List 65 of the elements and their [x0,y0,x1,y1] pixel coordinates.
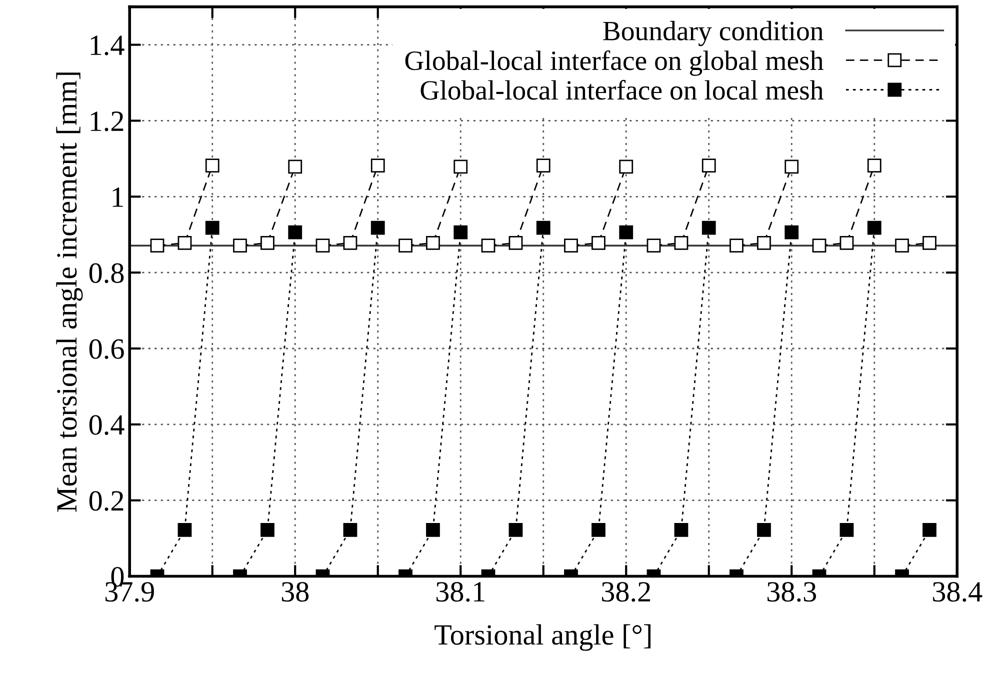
y-tick-label: 1.4 [90,36,124,56]
point [730,238,744,253]
x-tick-label: 38.3 [767,582,816,602]
point [867,158,882,172]
point [536,220,550,235]
x-tick-label: 38 [282,582,309,602]
point [702,158,716,172]
point [150,238,164,253]
point [592,236,606,250]
point [867,220,882,235]
point [370,158,385,172]
point [454,160,468,174]
y-tick-label: 1.2 [90,112,124,132]
point [233,238,247,253]
point [178,523,192,537]
point [536,158,550,172]
point [784,160,799,174]
legend-label: Global-local interface on local mesh [420,80,824,100]
legend-label: Global-local interface on global mesh [405,50,824,76]
point [895,238,909,253]
point [398,238,412,253]
point [288,160,302,174]
y-axis-title: Mean torsional angle increment [mm] [56,72,83,512]
point [205,220,220,235]
point [840,236,854,250]
point [922,523,936,537]
point [646,238,661,253]
point [674,523,688,537]
point [178,236,192,250]
x-tick-label: 38.1 [436,582,484,602]
x-axis-title: Torsional angle [°] [434,624,650,651]
point [316,238,330,253]
point [840,523,854,537]
point [370,220,385,235]
point [260,236,274,250]
point [205,158,220,172]
point [454,225,468,240]
point [619,225,634,240]
point [343,523,358,537]
point [784,225,799,240]
point [343,236,358,250]
point [260,523,274,537]
y-tick-label: 1 [112,188,123,207]
x-tick-label: 38.2 [602,582,650,602]
point [674,236,688,250]
point [426,523,440,537]
x-tick-label: 38.4 [932,582,982,602]
point [508,236,523,250]
point [922,236,936,250]
point [592,523,606,537]
point [757,236,771,250]
y-tick-label: 0.4 [89,415,124,435]
point [508,523,523,537]
point [812,238,826,253]
point [757,523,771,537]
y-tick-label: 0.6 [89,339,124,360]
y-tick-label: 0.8 [89,263,124,284]
legend-label: Boundary condition [603,20,824,46]
point [619,160,634,174]
y-tick-label: 0.2 [89,491,124,511]
point [426,236,440,250]
point [564,238,578,253]
point [481,238,496,253]
point [288,225,302,240]
point [702,220,716,235]
